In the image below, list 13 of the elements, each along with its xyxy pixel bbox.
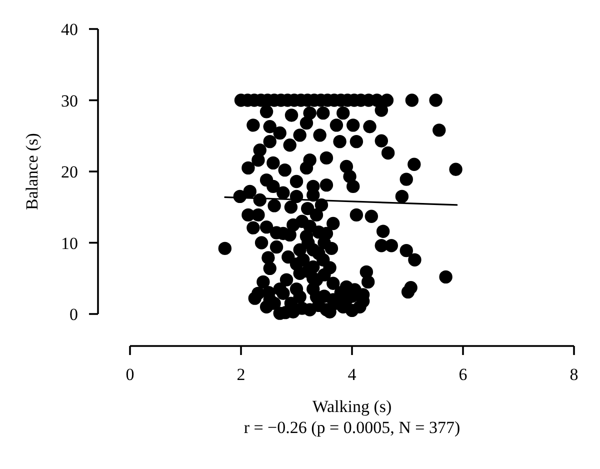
- x-tick-label: 4: [348, 365, 357, 384]
- y-tick-label: 10: [61, 234, 78, 253]
- x-tick-label: 8: [570, 365, 578, 384]
- x-tick-label: 6: [458, 365, 468, 384]
- y-tick-label: 40: [61, 20, 78, 40]
- y-tick-label: 20: [61, 162, 78, 182]
- x-tick-label: 0: [126, 365, 134, 384]
- x-axis-title: Walking (s): [312, 397, 392, 416]
- text: r = −0.26 (p = 0.0005, N = 377): [242, 418, 462, 438]
- y-tick-label: 30: [61, 91, 78, 110]
- y-axis-title: Balance (s): [22, 133, 42, 210]
- y-tick-label: 0: [70, 305, 78, 324]
- x-tick-label: 2: [236, 365, 246, 384]
